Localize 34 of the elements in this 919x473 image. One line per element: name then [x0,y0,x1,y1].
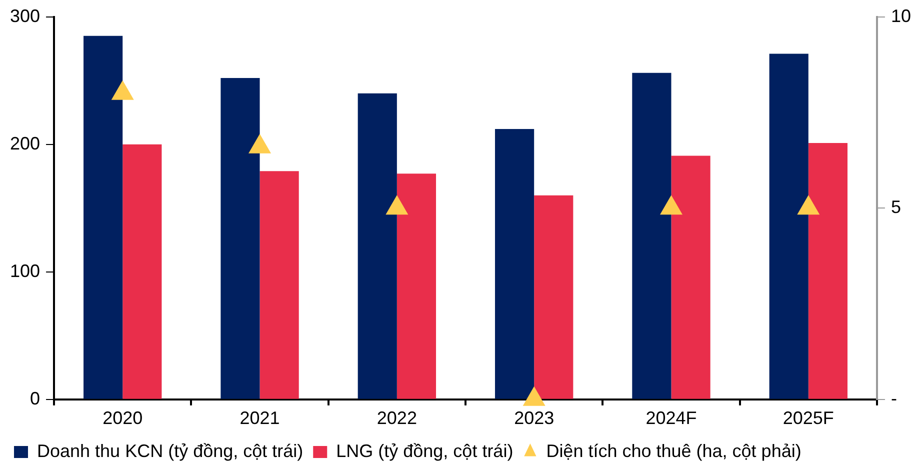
x-tick-label: 2024F [646,408,697,428]
legend-label: LNG (tỷ đồng, cột trái) [336,440,514,461]
bar [220,78,260,399]
y2-tick-label: 10 [890,6,912,26]
bar [122,144,162,399]
bar [671,156,710,399]
y-tick-label: 200 [10,133,40,154]
bar [494,129,534,399]
x-tick-label: 2025F [782,408,834,428]
x-tick-label: 2020 [102,408,143,428]
bar [808,143,848,399]
x-tick-label: 2022 [376,408,417,428]
y-tick-label: 300 [10,6,40,26]
y2-tick-label: - [890,388,897,408]
y-tick-label: 100 [10,260,40,281]
bar [769,54,808,399]
bar [632,72,672,399]
point [660,195,682,215]
point [111,80,134,100]
y-tick-label: 0 [30,388,40,408]
legend-label: Doanh thu KCN (tỷ đồng, cột trái) [37,440,304,461]
bar [358,93,397,399]
point [797,195,820,215]
point [386,195,408,215]
bar [260,171,299,399]
x-tick-label: 2021 [240,408,280,428]
y2-tick-label: 5 [890,197,901,218]
bar [534,195,574,399]
bar [84,36,123,399]
point [248,134,272,154]
x-tick-label: 2023 [514,408,554,428]
legend-label: Diện tích cho thuê (ha, cột phải) [546,440,802,461]
point [522,386,546,406]
bar [396,174,436,399]
